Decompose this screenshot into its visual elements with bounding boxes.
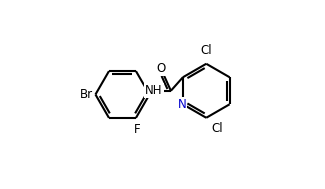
Text: Br: Br xyxy=(80,88,93,101)
Text: N: N xyxy=(177,98,186,111)
Text: F: F xyxy=(134,122,140,136)
Text: Cl: Cl xyxy=(212,122,224,136)
Text: NH: NH xyxy=(145,84,163,97)
Text: O: O xyxy=(156,62,165,75)
Text: Cl: Cl xyxy=(201,44,212,57)
